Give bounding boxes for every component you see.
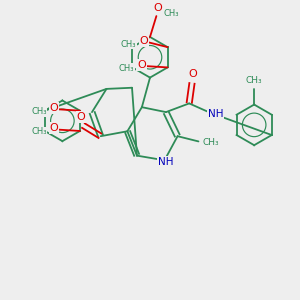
Text: O: O bbox=[77, 112, 85, 122]
Text: O: O bbox=[154, 3, 162, 13]
Text: O: O bbox=[50, 103, 58, 113]
Text: O: O bbox=[188, 69, 197, 80]
Text: CH₃: CH₃ bbox=[246, 76, 262, 85]
Text: O: O bbox=[50, 123, 58, 134]
Text: CH₃: CH₃ bbox=[31, 107, 46, 116]
Text: CH₃: CH₃ bbox=[118, 64, 134, 73]
Text: NH: NH bbox=[158, 157, 174, 167]
Text: CH₃: CH₃ bbox=[121, 40, 136, 49]
Text: CH₃: CH₃ bbox=[202, 138, 219, 147]
Text: NH: NH bbox=[208, 109, 223, 119]
Text: CH₃: CH₃ bbox=[164, 9, 179, 18]
Text: O: O bbox=[140, 36, 148, 46]
Text: O: O bbox=[137, 60, 146, 70]
Text: CH₃: CH₃ bbox=[31, 127, 46, 136]
